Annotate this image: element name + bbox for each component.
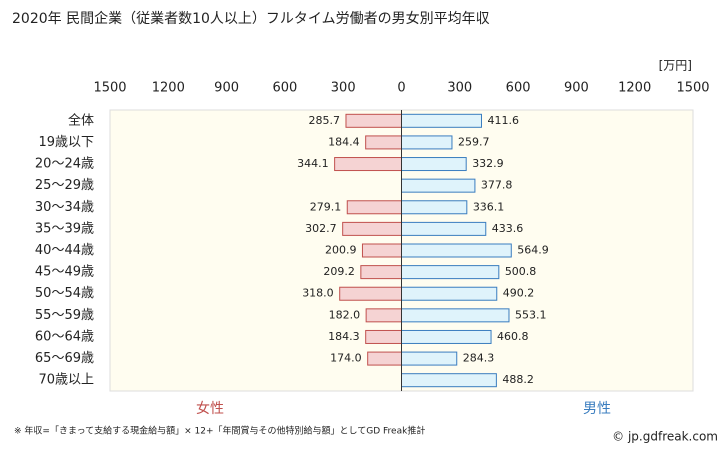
bar — [401, 113, 482, 128]
y-tick-label: 全体 — [68, 112, 94, 128]
value-label: 279.1 — [310, 200, 342, 213]
value-label: 174.0 — [330, 352, 362, 365]
value-label: 377.8 — [481, 179, 513, 192]
x-tick-label: 300 — [331, 81, 356, 96]
value-label: 184.3 — [328, 330, 360, 343]
x-tick-label: 1500 — [676, 81, 709, 96]
legend-label: 女性 — [196, 400, 224, 417]
y-tick-label: 19歳以下 — [38, 135, 94, 150]
bar — [339, 286, 402, 301]
value-label: 259.7 — [458, 135, 490, 148]
y-tick-label: 40～44歳 — [35, 243, 94, 258]
x-tick-label: 600 — [272, 81, 297, 96]
bar — [360, 265, 402, 280]
bar — [401, 200, 468, 215]
bar — [334, 157, 403, 172]
value-label: 490.2 — [503, 287, 535, 300]
y-tick-label: 20～24歳 — [35, 157, 94, 172]
value-label: 285.7 — [308, 114, 340, 127]
value-label: 302.7 — [305, 222, 337, 235]
unit-label: [万円] — [659, 59, 692, 73]
bar — [401, 308, 510, 323]
value-label: 336.1 — [473, 200, 505, 213]
y-tick-label: 55～59歳 — [35, 308, 94, 323]
bar — [342, 221, 402, 236]
x-tick-label: 900 — [564, 81, 589, 96]
value-label: 411.6 — [487, 114, 519, 127]
bar — [401, 178, 476, 193]
value-label: 460.8 — [497, 330, 529, 343]
bar — [367, 351, 403, 366]
footnote: ※ 年収=「きまって支給する現金給与額」× 12+「年間賞与その他特別給与額」と… — [14, 425, 425, 437]
bar — [401, 373, 497, 388]
bar — [365, 135, 403, 150]
value-label: 182.0 — [329, 308, 361, 321]
y-tick-label: 45～49歳 — [35, 265, 94, 280]
x-tick-label: 1200 — [618, 81, 651, 96]
bar — [345, 113, 403, 128]
y-tick-label: 60～64歳 — [35, 329, 94, 344]
value-label: 184.4 — [328, 135, 360, 148]
x-tick-label: 300 — [447, 81, 472, 96]
legend-label: 男性 — [583, 401, 611, 417]
bar — [401, 243, 512, 258]
y-tick-label: 30～34歳 — [35, 200, 94, 215]
value-label: 500.8 — [505, 265, 537, 278]
chart-title: 2020年 民間企業（従業者数10人以上）フルタイム労働者の男女別平均年収 — [12, 10, 490, 27]
bar — [365, 308, 403, 323]
bar — [401, 286, 498, 301]
value-label: 284.3 — [463, 352, 495, 365]
value-label: 332.9 — [472, 157, 504, 170]
bar — [401, 351, 458, 366]
value-label: 318.0 — [302, 287, 334, 300]
y-tick-label: 70歳以上 — [38, 373, 94, 388]
bar — [401, 265, 500, 280]
value-label: 564.9 — [517, 244, 549, 257]
bar — [401, 157, 467, 172]
value-label: 209.2 — [323, 265, 355, 278]
y-tick-label: 65～69歳 — [35, 351, 94, 366]
y-tick-label: 25～29歳 — [35, 178, 94, 193]
value-label: 344.1 — [297, 157, 329, 170]
bar — [361, 243, 402, 258]
x-tick-label: 600 — [506, 81, 531, 96]
value-label: 200.9 — [325, 244, 357, 257]
bar — [346, 200, 402, 215]
bar — [401, 221, 487, 236]
x-tick-label: 1500 — [93, 81, 126, 96]
value-label: 433.6 — [492, 222, 524, 235]
bar — [401, 135, 453, 150]
x-tick-label: 0 — [397, 81, 405, 96]
x-tick-label: 900 — [214, 81, 239, 96]
x-tick-label: 1200 — [152, 81, 185, 96]
value-label: 553.1 — [515, 308, 547, 321]
bar — [365, 329, 402, 344]
y-tick-label: 35～39歳 — [35, 221, 94, 236]
y-tick-label: 50～54歳 — [35, 286, 94, 301]
value-label: 488.2 — [502, 373, 534, 386]
credit: © jp.gdfreak.com — [612, 430, 718, 444]
bar — [401, 329, 492, 344]
